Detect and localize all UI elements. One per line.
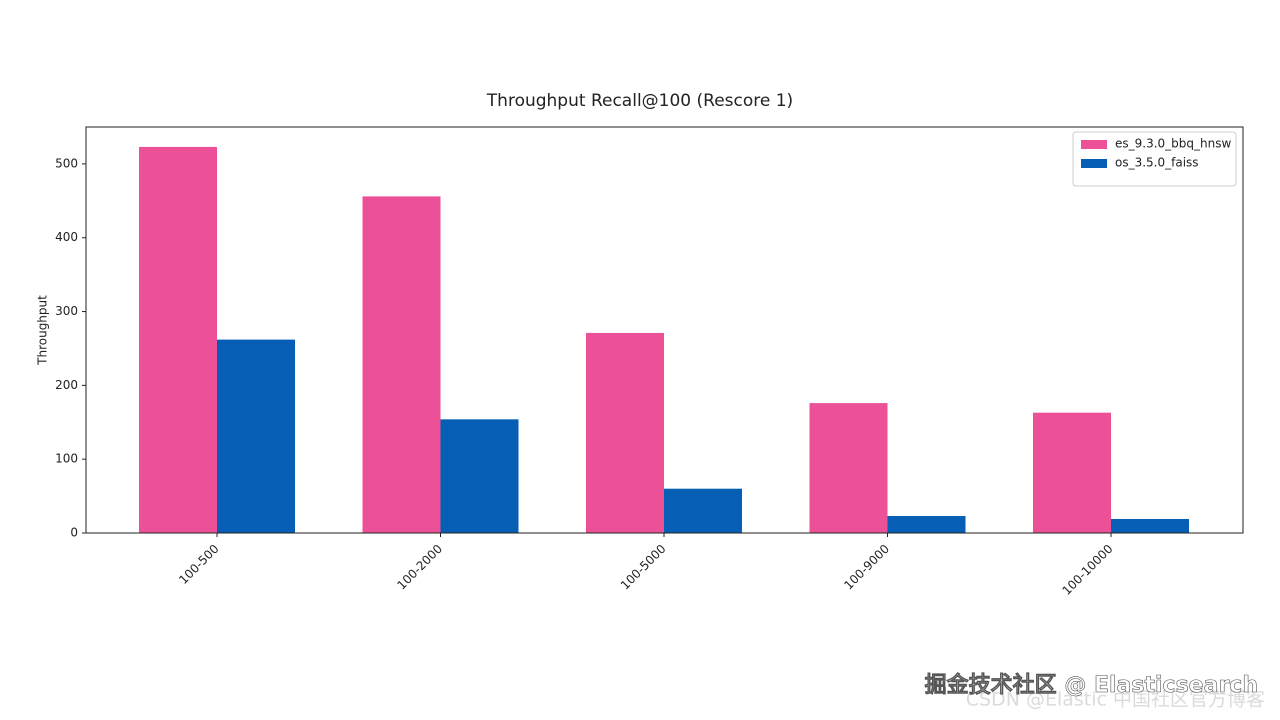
legend-swatch xyxy=(1081,140,1107,149)
y-tick-label: 200 xyxy=(55,378,78,392)
bar xyxy=(362,196,441,533)
y-tick-label: 300 xyxy=(55,304,78,318)
watermark: 掘金技术社区 @ Elasticsearch xyxy=(925,672,1258,698)
bar xyxy=(809,403,888,533)
bar xyxy=(1111,518,1189,533)
bar xyxy=(586,332,664,533)
plot-frame xyxy=(85,126,1244,534)
y-tick-label: 400 xyxy=(55,230,78,244)
y-tick-label: 0 xyxy=(70,526,78,540)
watermark: CSDN @Elastic 中国社区官方博客 xyxy=(966,689,1265,711)
bar xyxy=(664,488,742,533)
chart-title: Throughput Recall@100 (Rescore 1) xyxy=(486,91,793,111)
bar xyxy=(887,516,966,533)
bar xyxy=(1033,412,1111,533)
y-tick-label: 100 xyxy=(55,452,78,466)
legend-box xyxy=(1072,131,1237,187)
y-tick-label: 500 xyxy=(55,156,78,170)
x-tick-label: 100-9000 xyxy=(841,542,892,593)
x-tick-label: 100-2000 xyxy=(394,542,445,593)
legend-label: os_3.5.0_faiss xyxy=(1115,156,1199,170)
x-tick-label: 100-500 xyxy=(176,542,221,587)
x-tick-label: 100-5000 xyxy=(618,542,669,593)
x-tick-label: 100-10000 xyxy=(1059,542,1115,598)
y-axis-label: Throughput xyxy=(36,295,50,366)
legend-label: es_9.3.0_bbq_hnsw xyxy=(1115,137,1231,151)
bar xyxy=(217,339,295,533)
bar xyxy=(440,419,519,533)
legend-swatch xyxy=(1081,159,1107,168)
bar xyxy=(139,146,217,533)
